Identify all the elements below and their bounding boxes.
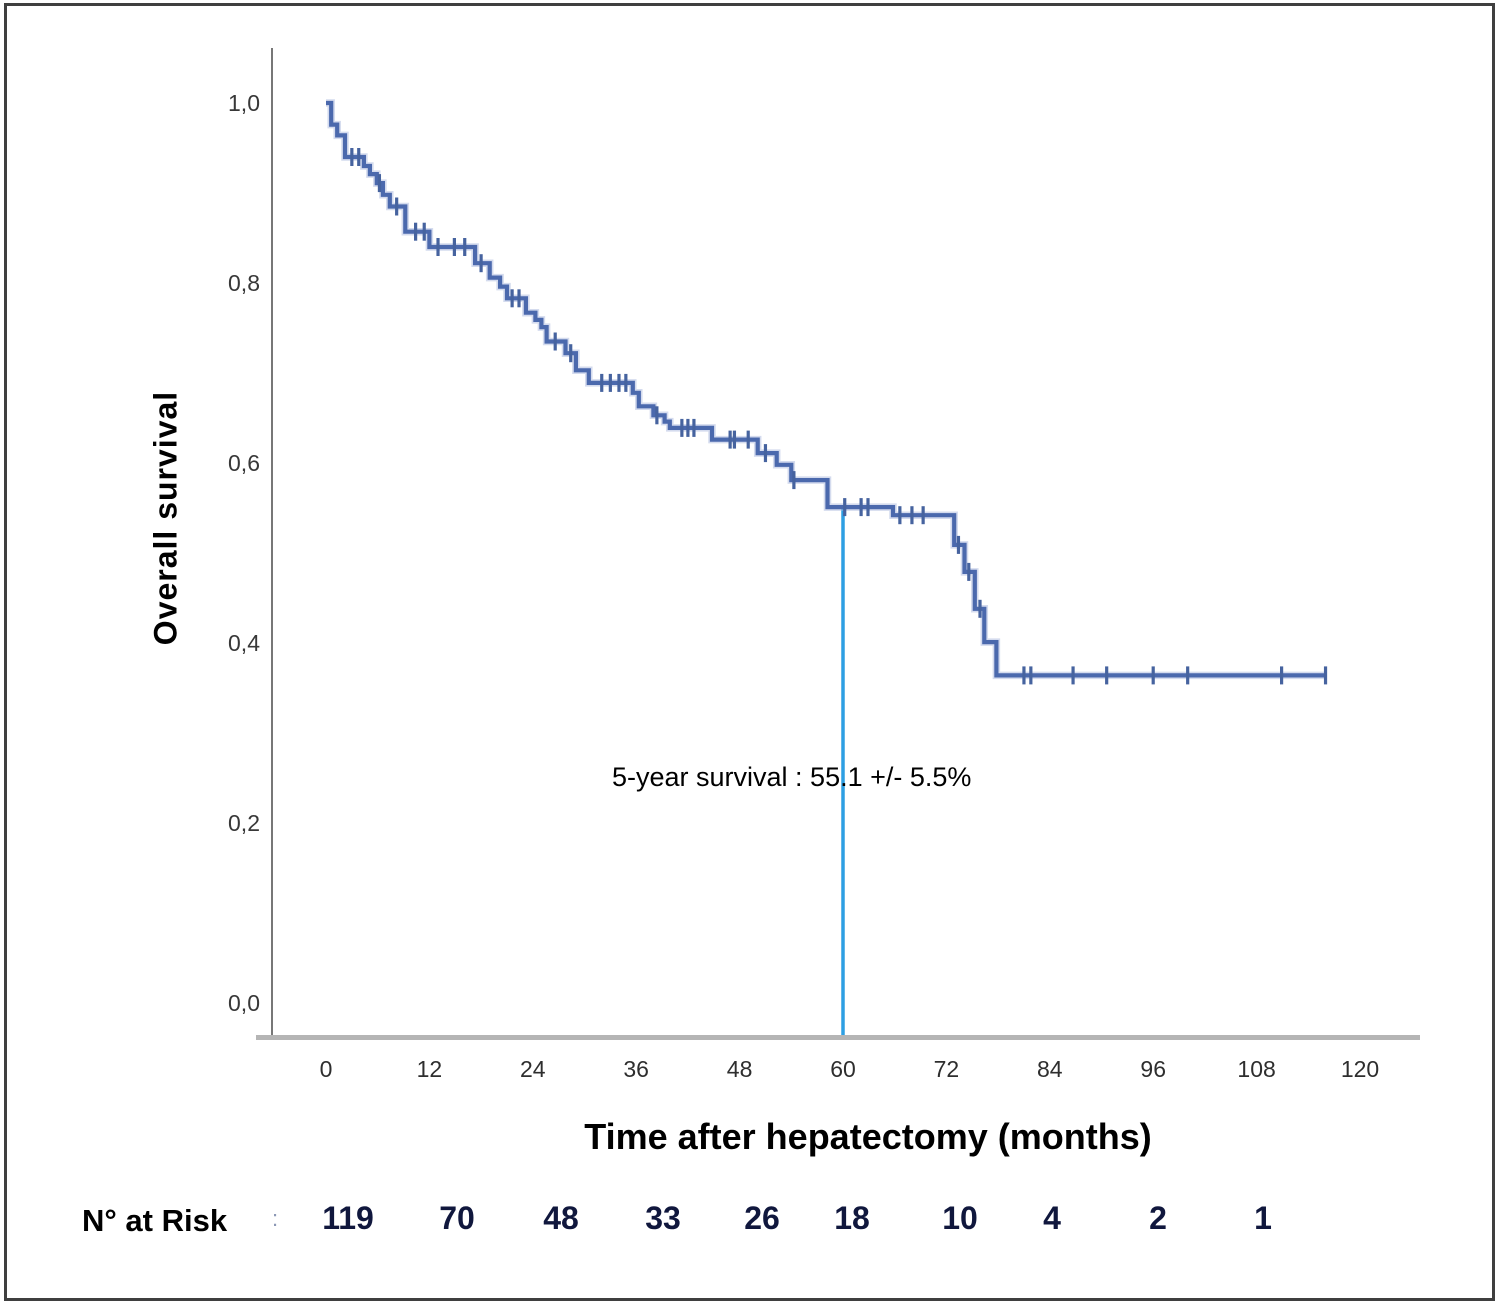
- x-tick-label: 12: [416, 1056, 443, 1082]
- risk-count: 2: [1149, 1200, 1167, 1236]
- number-at-risk-separator: :: [272, 1206, 279, 1231]
- y-axis-title: Overall survival: [147, 390, 184, 646]
- y-tick-label: 1,0: [228, 90, 260, 116]
- x-tick-label: 60: [830, 1056, 856, 1082]
- x-tick-label: 84: [1037, 1056, 1063, 1082]
- risk-count: 48: [543, 1200, 579, 1236]
- risk-count: 18: [834, 1200, 870, 1236]
- risk-count: 119: [322, 1200, 374, 1236]
- risk-count: 1: [1254, 1200, 1272, 1236]
- risk-count: 10: [942, 1200, 978, 1236]
- risk-count: 4: [1043, 1200, 1061, 1236]
- x-tick-label: 36: [623, 1056, 649, 1082]
- x-tick-label: 48: [726, 1056, 753, 1082]
- y-tick-label: 0,4: [228, 630, 260, 656]
- x-axis-title: Time after hepatectomy (months): [584, 1116, 1152, 1157]
- censor-marks: [350, 148, 1328, 685]
- risk-count: 26: [744, 1200, 780, 1236]
- x-tick-label: 0: [319, 1056, 333, 1082]
- y-axis-line: [271, 48, 273, 1040]
- x-tick-label: 24: [520, 1056, 546, 1082]
- survival-curve: [326, 100, 1326, 678]
- y-tick-label: 0,8: [228, 270, 260, 296]
- x-tick-label: 96: [1140, 1056, 1166, 1082]
- y-tick-label: 0,2: [228, 810, 260, 836]
- x-axis-line: [256, 1035, 1420, 1040]
- five-year-survival-annotation: 5-year survival : 55.1 +/- 5.5%: [612, 762, 972, 792]
- survival-curve-halo: [326, 99, 1326, 680]
- y-tick-label: 0,0: [228, 990, 260, 1016]
- x-tick-label: 72: [933, 1056, 960, 1082]
- number-at-risk-label: N° at Risk: [82, 1203, 228, 1238]
- x-tick-label: 108: [1237, 1056, 1276, 1082]
- y-tick-label: 0,6: [228, 450, 260, 476]
- risk-count: 70: [439, 1200, 475, 1236]
- x-tick-label: 120: [1340, 1056, 1380, 1082]
- risk-count: 33: [645, 1200, 681, 1236]
